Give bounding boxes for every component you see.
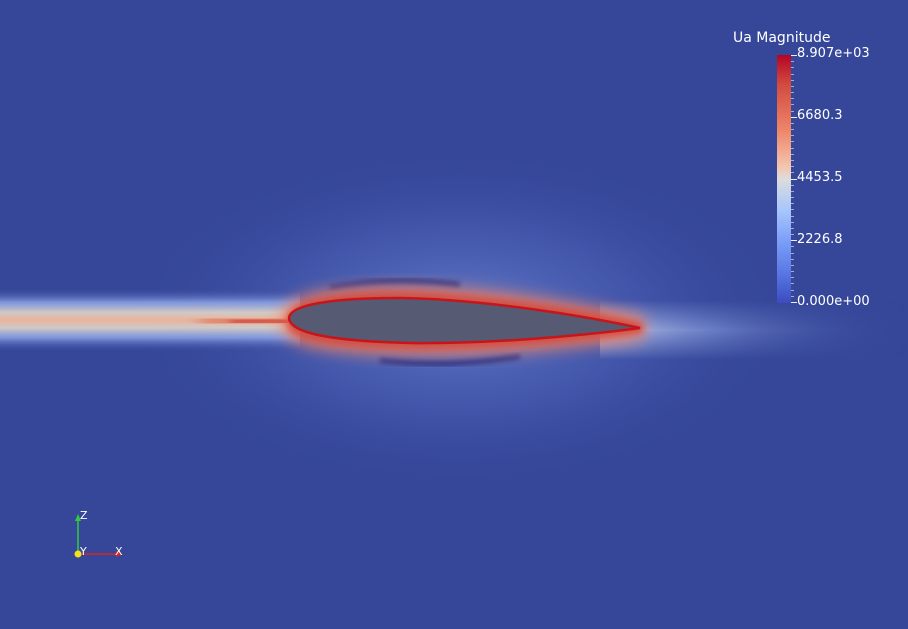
downstream-wake xyxy=(600,300,908,360)
orientation-axes xyxy=(74,514,123,558)
z-axis-label: Z xyxy=(80,509,88,522)
y-axis-dot-icon xyxy=(74,550,82,558)
colorbar-label-1: 2226.8 xyxy=(797,232,843,247)
z-axis-arrow-icon xyxy=(75,514,81,521)
colorbar-label-2: 4453.5 xyxy=(797,170,843,185)
colorbar-label-min: 0.000e+00 xyxy=(797,294,870,309)
colorbar-ticks xyxy=(791,55,797,303)
colorbar-label-max: 8.907e+03 xyxy=(797,46,870,61)
x-axis-label: X xyxy=(115,545,123,558)
colorbar-title: Ua Magnitude xyxy=(733,30,831,46)
colorbar-gradient[interactable] xyxy=(777,55,791,303)
y-axis-label: Y xyxy=(80,545,87,558)
x-axis-arrow-icon xyxy=(116,551,123,557)
airfoil-shape xyxy=(287,296,641,345)
colorbar-label-3: 6680.3 xyxy=(797,108,843,123)
